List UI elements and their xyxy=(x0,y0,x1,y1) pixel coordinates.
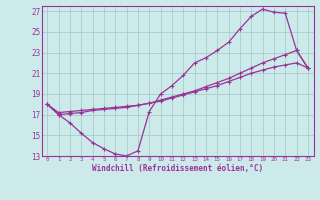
X-axis label: Windchill (Refroidissement éolien,°C): Windchill (Refroidissement éolien,°C) xyxy=(92,164,263,173)
